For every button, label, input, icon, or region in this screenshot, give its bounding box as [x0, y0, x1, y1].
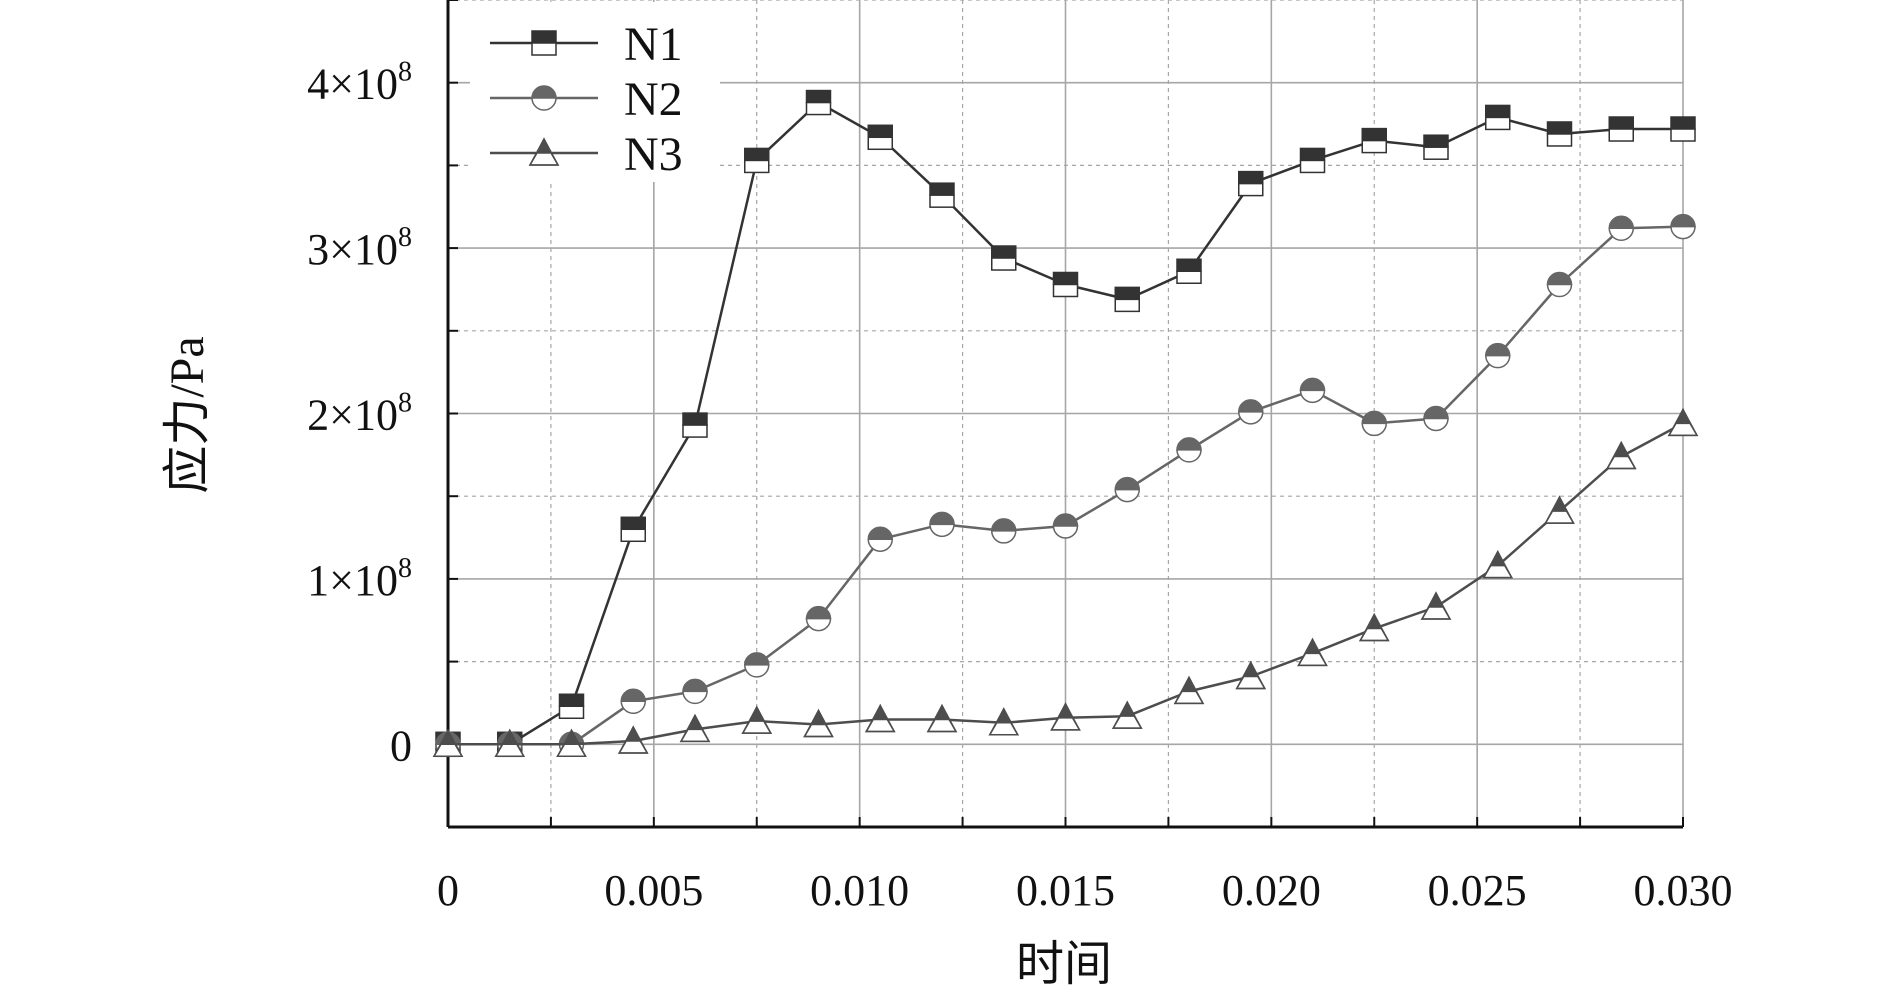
tick-labels: 0 0.005 0.010 0.015 0.020 0.025 0.030 0 1×108 2×1… — [307, 57, 1732, 915]
data-point-n3 — [1235, 660, 1267, 690]
data-point-n1 — [682, 412, 708, 438]
data-point-n3 — [864, 703, 896, 733]
legend-marker-n3 — [528, 137, 560, 166]
data-point-n2 — [1237, 399, 1264, 425]
data-point-n2 — [1423, 405, 1449, 432]
y-tick-label: 0 — [390, 721, 412, 770]
data-point-n1 — [558, 693, 585, 720]
data-point-n3 — [1358, 612, 1390, 642]
y-tick-label: 3×108 — [307, 222, 412, 274]
data-point-n1 — [1608, 116, 1634, 142]
data-point-n3 — [679, 713, 711, 743]
data-point-n1 — [991, 245, 1017, 271]
data-point-n1 — [620, 516, 646, 543]
y-tick-label: 2×108 — [307, 388, 412, 440]
legend-label-n1: N1 — [624, 18, 683, 71]
data-point-n3 — [1420, 591, 1452, 620]
data-point-n1 — [1114, 286, 1140, 313]
x-tick-label: 0 — [437, 866, 459, 915]
data-point-n3 — [803, 708, 834, 738]
y-tick-label: 4×108 — [307, 57, 412, 109]
data-point-n2 — [1299, 377, 1326, 404]
data-point-n2 — [1176, 437, 1202, 463]
data-point-n1 — [867, 124, 893, 151]
x-tick-label: 0.005 — [604, 866, 703, 915]
legend-marker-n2 — [531, 85, 557, 111]
data-point-n2 — [867, 526, 894, 552]
x-tick-label: 0.030 — [1634, 866, 1733, 915]
data-point-n1 — [1361, 127, 1387, 154]
series-group — [432, 89, 1699, 758]
axes — [446, 0, 1684, 829]
data-point-n2 — [620, 688, 647, 715]
data-point-n2 — [929, 511, 955, 538]
data-point-n1 — [1485, 104, 1511, 131]
data-point-n1 — [744, 147, 770, 174]
y-axis-title: 应力/Pa — [161, 336, 214, 493]
data-point-n3 — [1297, 637, 1328, 667]
data-point-n2 — [1114, 476, 1141, 503]
data-point-n1 — [1176, 258, 1202, 285]
data-point-n3 — [926, 703, 958, 733]
data-point-n3 — [1173, 675, 1205, 705]
data-point-n1 — [805, 89, 832, 116]
data-point-n3 — [1482, 549, 1514, 579]
data-point-n3 — [494, 728, 526, 758]
data-point-n2 — [805, 605, 832, 632]
data-point-n2 — [682, 678, 708, 705]
x-tick-label: 0.015 — [1016, 866, 1115, 915]
data-point-n2 — [1052, 513, 1079, 539]
x-tick-label: 0.025 — [1428, 866, 1527, 915]
data-point-n3 — [741, 705, 773, 734]
data-point-n2 — [743, 652, 770, 678]
data-point-n3 — [1605, 440, 1637, 470]
legend-label-n2: N2 — [624, 73, 683, 126]
data-point-n2 — [1608, 215, 1635, 241]
data-point-n3 — [1544, 495, 1575, 524]
legend-marker-n1 — [531, 30, 557, 56]
data-point-n2 — [1546, 271, 1573, 298]
data-point-n1 — [1238, 170, 1264, 197]
data-point-n1 — [1423, 134, 1449, 160]
y-tick-label: 1×108 — [307, 553, 412, 605]
data-point-n3 — [1050, 702, 1081, 731]
data-point-n3 — [988, 707, 1020, 736]
data-point-n2 — [990, 518, 1017, 544]
data-point-n2 — [1361, 410, 1388, 437]
data-point-n1 — [1052, 271, 1079, 298]
data-point-n3 — [1667, 407, 1699, 437]
data-point-n1 — [1670, 116, 1696, 142]
data-point-n2 — [1670, 213, 1696, 240]
data-point-n1 — [1546, 121, 1573, 147]
data-point-n1 — [929, 182, 955, 208]
x-tick-label: 0.010 — [810, 866, 909, 915]
data-point-n3 — [617, 725, 649, 754]
data-point-n3 — [1111, 700, 1143, 729]
x-tick-label: 0.020 — [1222, 866, 1321, 915]
data-point-n3 — [556, 728, 587, 758]
data-point-n2 — [1484, 342, 1511, 369]
x-axis-title: 时间 — [1016, 938, 1112, 991]
legend-label-n3: N3 — [624, 128, 683, 181]
data-point-n3 — [432, 728, 464, 758]
data-point-n1 — [1299, 147, 1326, 174]
